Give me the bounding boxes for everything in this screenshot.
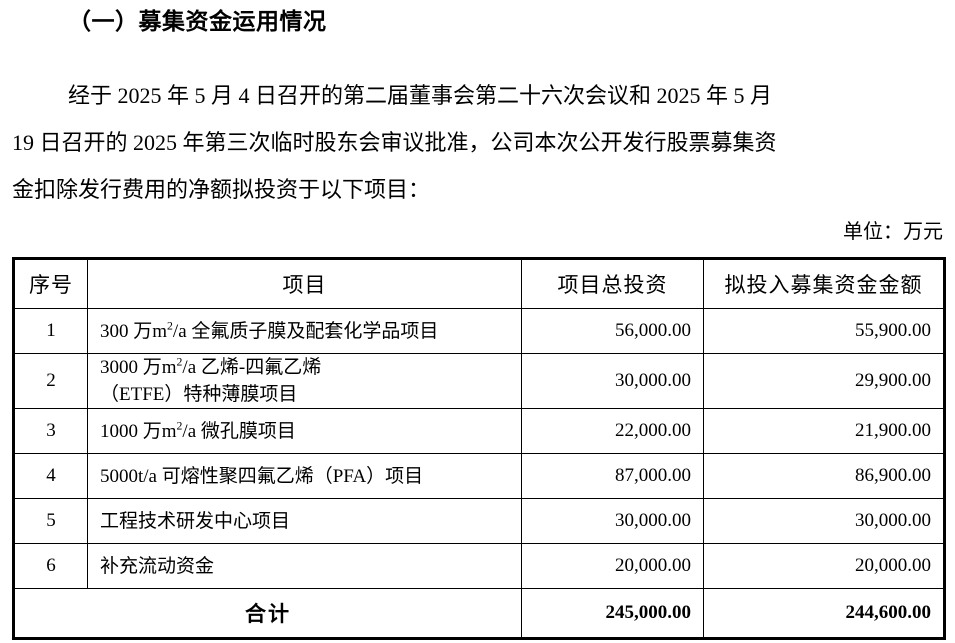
- cell-total-investment: 20,000.00: [521, 543, 704, 589]
- cell-total-investment: 30,000.00: [521, 353, 704, 409]
- header-no: 序号: [13, 258, 88, 309]
- table-total-row: 合计 245,000.00 244,600.00: [13, 588, 945, 639]
- cell-project: 3000 万m2/a 乙烯-四氟乙烯 （ETFE）特种薄膜项目: [87, 353, 522, 409]
- total-label: 合计: [13, 588, 522, 639]
- table-header-row: 序号 项目 项目总投资 拟投入募集资金金额: [13, 258, 945, 309]
- cell-total-investment: 30,000.00: [521, 498, 704, 544]
- cell-raised-amount: 29,900.00: [703, 353, 945, 409]
- cell-no: 4: [13, 453, 88, 499]
- cell-raised-amount: 30,000.00: [703, 498, 945, 544]
- cell-total-investment: 22,000.00: [521, 408, 704, 454]
- cell-total-investment: 56,000.00: [521, 308, 704, 354]
- cell-raised-amount: 55,900.00: [703, 308, 945, 354]
- total-raised-amount: 244,600.00: [703, 588, 945, 639]
- header-total-investment: 项目总投资: [521, 258, 704, 309]
- table-header: 序号 项目 项目总投资 拟投入募集资金金额: [13, 258, 945, 309]
- cell-project: 5000t/a 可熔性聚四氟乙烯（PFA）项目: [87, 453, 522, 499]
- table-row: 6 补充流动资金 20,000.00 20,000.00: [13, 543, 945, 589]
- cell-no: 2: [13, 353, 88, 409]
- header-raised-amount: 拟投入募集资金金额: [703, 258, 945, 309]
- cell-raised-amount: 86,900.00: [703, 453, 945, 499]
- cell-raised-amount: 20,000.00: [703, 543, 945, 589]
- paragraph-line-3: 金扣除发行费用的净额拟投资于以下项目：: [12, 177, 431, 202]
- table-body: 1 300 万m2/a 全氟质子膜及配套化学品项目 56,000.00 55,900.…: [13, 308, 945, 589]
- paragraph-line-2: 19 日召开的 2025 年第三次临时股东会审议批准，公司本次公开发行股票募集资: [12, 130, 777, 155]
- unit-note: 单位：万元: [843, 221, 943, 243]
- cell-no: 1: [13, 308, 88, 354]
- table-row: 4 5000t/a 可熔性聚四氟乙烯（PFA）项目 87,000.00 86,900.…: [13, 453, 945, 499]
- table-row: 2 3000 万m2/a 乙烯-四氟乙烯 （ETFE）特种薄膜项目 30,000.00…: [13, 353, 945, 409]
- header-project: 项目: [87, 258, 522, 309]
- cell-project: 工程技术研发中心项目: [87, 498, 522, 544]
- table-row: 3 1000 万m2/a 微孔膜项目 22,000.00 21,900.00: [13, 408, 945, 454]
- cell-no: 6: [13, 543, 88, 589]
- cell-project: 300 万m2/a 全氟质子膜及配套化学品项目: [87, 308, 522, 354]
- body-paragraph: 经于 2025 年 5 月 4 日召开的第二届董事会第二十六次会议和 2025 …: [12, 72, 944, 213]
- table-row: 5 工程技术研发中心项目 30,000.00 30,000.00: [13, 498, 945, 544]
- cell-project: 1000 万m2/a 微孔膜项目: [87, 408, 522, 454]
- section-heading: （一）募集资金运用情况: [68, 9, 327, 34]
- cell-no: 5: [13, 498, 88, 544]
- cell-no: 3: [13, 408, 88, 454]
- cell-project: 补充流动资金: [87, 543, 522, 589]
- fund-usage-table: 序号 项目 项目总投资 拟投入募集资金金额 1 300 万m2/a 全氟质子膜及配…: [12, 257, 946, 640]
- paragraph-line-1: 经于 2025 年 5 月 4 日召开的第二届董事会第二十六次会议和 2025 …: [68, 83, 773, 108]
- table-footer: 合计 245,000.00 244,600.00: [13, 588, 945, 639]
- table-row: 1 300 万m2/a 全氟质子膜及配套化学品项目 56,000.00 55,900.…: [13, 308, 945, 354]
- total-total-investment: 245,000.00: [521, 588, 704, 639]
- cell-raised-amount: 21,900.00: [703, 408, 945, 454]
- cell-total-investment: 87,000.00: [521, 453, 704, 499]
